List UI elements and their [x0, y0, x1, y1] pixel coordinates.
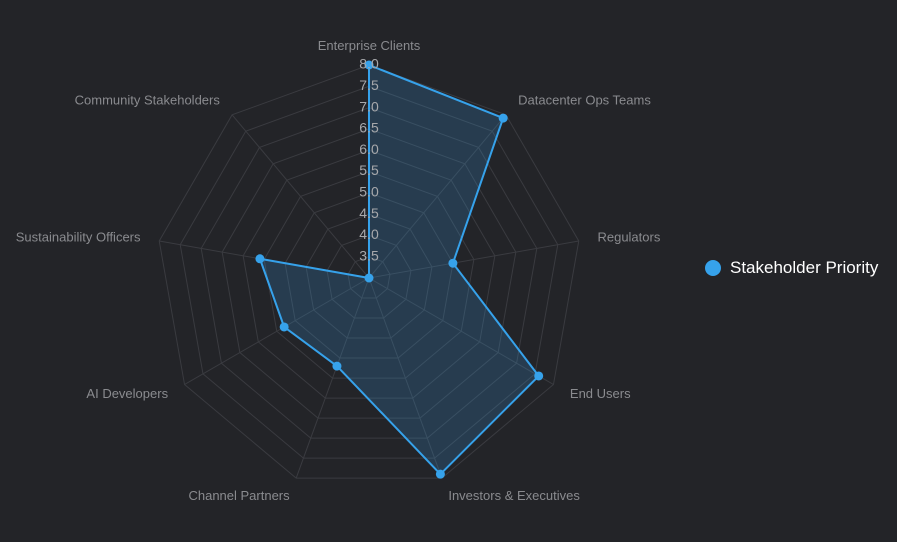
axis-label-8: Sustainability Officers [16, 230, 141, 245]
grid-ring-5 [263, 170, 475, 379]
grid-ring-7 [221, 128, 517, 419]
axis-label-5: Investors & Executives [448, 488, 580, 503]
grid-ring-3 [305, 213, 433, 339]
radar-axis-labels: Enterprise Clients Datacenter Ops Teams Re… [16, 38, 661, 503]
tick-label-7: 6.5 [359, 120, 379, 136]
data-point-1 [364, 60, 374, 70]
data-point-2 [498, 113, 508, 123]
axis-label-9: Community Stakeholders [75, 92, 221, 107]
grid-spoke-9 [231, 114, 370, 279]
grid-spoke-7 [184, 277, 370, 385]
legend-label: Stakeholder Priority [730, 258, 879, 277]
grid-spoke-2 [368, 114, 507, 279]
radar-series [255, 60, 544, 479]
data-point-6 [332, 361, 342, 371]
series-area-1 [258, 64, 540, 476]
grid-ring-8 [200, 107, 538, 439]
tick-label-6: 6.0 [359, 141, 379, 157]
data-point-9 [364, 273, 374, 283]
legend-swatch-stakeholder-priority [705, 260, 721, 276]
tick-label-4: 5.0 [359, 184, 379, 200]
axis-label-3: Regulators [597, 230, 660, 245]
grid-spoke-3 [368, 240, 579, 279]
data-point-7 [279, 322, 289, 332]
tick-label-5: 5.5 [359, 162, 379, 178]
data-point-8 [255, 254, 265, 264]
grid-ring-4 [284, 192, 454, 359]
legend[interactable]: Stakeholder Priority [705, 258, 878, 278]
data-point-4 [534, 371, 544, 381]
tick-label-3: 4.5 [359, 205, 379, 221]
grid-ring-10 [158, 64, 580, 479]
radar-tick-labels: 3.5 4.0 4.5 5.0 5.5 6.0 6.5 7.0 7.5 8.0 [359, 56, 379, 264]
tick-label-1: 3.5 [359, 247, 379, 263]
grid-ring-2 [326, 234, 412, 319]
axis-label-7: AI Developers [86, 386, 168, 401]
tick-label-9: 7.5 [359, 77, 379, 93]
data-point-3 [448, 258, 458, 268]
axis-label-2: Datacenter Ops Teams [518, 92, 651, 107]
axis-label-4: End Users [570, 386, 631, 401]
grid-ring-1 [347, 256, 391, 299]
axis-label-6: Channel Partners [188, 488, 290, 503]
data-point-5 [435, 469, 445, 479]
axis-label-1: Enterprise Clients [318, 38, 421, 53]
grid-spoke-6 [295, 277, 370, 479]
grid-ring-9 [179, 85, 559, 459]
grid-spoke-5 [368, 277, 443, 479]
grid-spoke-4 [368, 277, 554, 385]
grid-ring-6 [242, 149, 496, 399]
tick-label-10: 8.0 [359, 56, 379, 72]
tick-label-2: 4.0 [359, 226, 379, 242]
tick-label-8: 7.0 [359, 98, 379, 114]
